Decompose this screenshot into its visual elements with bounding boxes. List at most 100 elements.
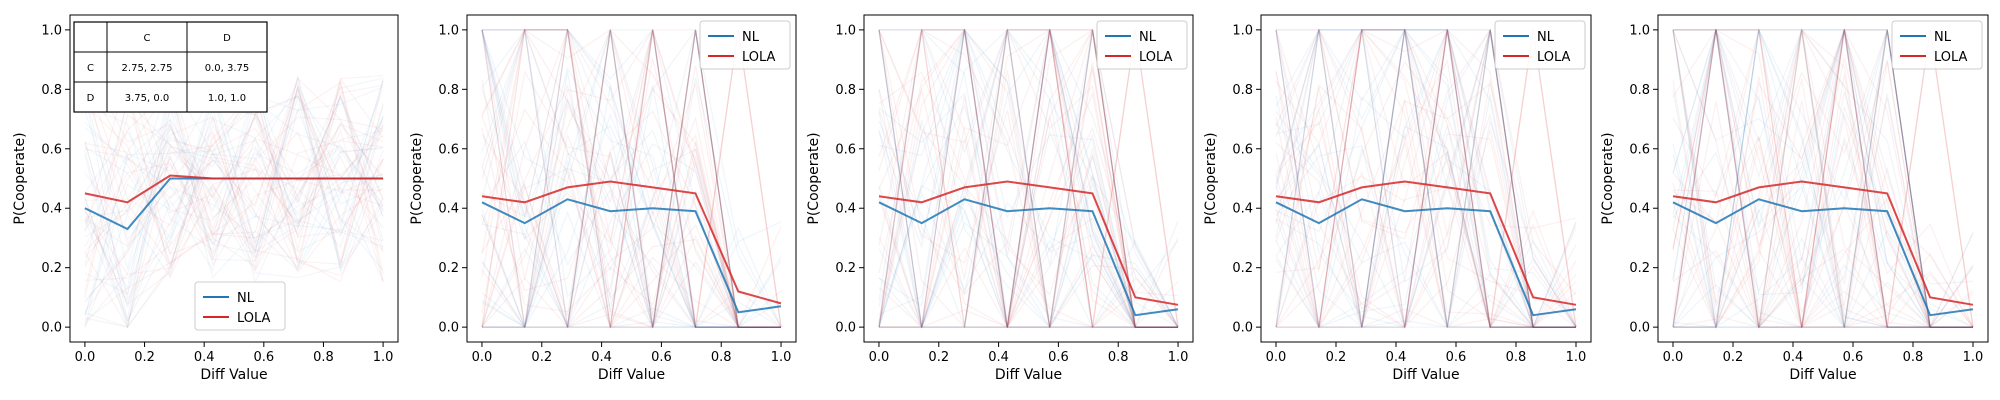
trial-line <box>481 110 781 328</box>
trial-line <box>481 112 781 328</box>
x-tick-label: 0.4 <box>1783 350 1804 365</box>
series-line-nl <box>878 198 1179 317</box>
trial-line <box>878 28 1179 295</box>
y-tick-label: 0.8 <box>835 83 856 98</box>
trial-line <box>878 27 1179 329</box>
trial-line <box>481 143 782 329</box>
trial-line <box>1673 29 1973 328</box>
x-tick-label: 1.0 <box>1168 350 1189 365</box>
panel-2: 0.0 0.0 0.2 0.2 0.4 0.4 0.6 0.6 0.8 0.8 1.0 1.0 Diff… <box>409 14 797 383</box>
y-tick-label: 1.0 <box>438 23 459 38</box>
trial-line <box>84 106 384 295</box>
axes-frame <box>1657 14 1989 343</box>
trial-line <box>1672 27 1973 329</box>
trial-line <box>481 29 781 328</box>
x-tick-label: 0.2 <box>134 350 155 365</box>
trial-line <box>1275 132 1576 329</box>
trial-line <box>1275 27 1577 329</box>
y-tick-label: 0.4 <box>835 202 856 217</box>
y-axis-label: P(Cooperate) <box>806 132 822 224</box>
trial-line <box>1275 29 1576 328</box>
trial-line <box>1275 29 1576 328</box>
x-axis-label: Diff Value <box>200 367 267 383</box>
trial-line <box>878 29 1178 328</box>
trial-line <box>84 81 384 290</box>
trial-line <box>84 85 384 282</box>
trial-line <box>84 127 384 279</box>
trial-line <box>84 86 384 270</box>
trial-line <box>878 28 1179 328</box>
trial-line <box>482 29 781 328</box>
trial-line <box>1275 29 1577 329</box>
trial-line <box>481 29 781 328</box>
trial-line <box>1275 28 1576 328</box>
trial-line <box>878 27 1179 328</box>
trial-line <box>1276 29 1577 328</box>
trial-line <box>1672 140 1974 329</box>
trial-line <box>878 29 1178 328</box>
trial-line <box>1275 27 1576 328</box>
trial-line <box>84 77 384 267</box>
trial-lines <box>878 27 1179 330</box>
trial-line <box>1672 29 1973 328</box>
trial-line <box>1672 27 1973 328</box>
trial-line <box>1275 29 1576 328</box>
trial-line <box>481 79 781 330</box>
trial-line <box>481 28 781 328</box>
trial-line <box>1275 28 1577 329</box>
trial-line <box>481 29 781 328</box>
trial-line <box>84 139 384 302</box>
trial-line <box>1275 29 1577 329</box>
x-tick-label: 0.2 <box>531 350 552 365</box>
trial-line <box>879 195 1178 329</box>
panel-4: 0.0 0.0 0.2 0.2 0.4 0.4 0.6 0.6 0.8 0.8 1.0 1.0 Diff… <box>1203 14 1592 383</box>
trial-line <box>1275 29 1577 328</box>
x-tick-label: 0.4 <box>591 350 612 365</box>
trial-line <box>84 103 384 283</box>
y-tick-label: 0.0 <box>41 321 62 336</box>
trial-line <box>878 29 1178 328</box>
trial-line <box>1672 29 1973 328</box>
x-axis-label: Diff Value <box>1392 367 1459 383</box>
trial-line <box>878 28 1178 328</box>
trial-line <box>1275 29 1576 328</box>
series-line-lola <box>84 174 384 204</box>
y-tick-label: 0.6 <box>835 142 856 157</box>
trial-line <box>481 134 781 328</box>
y-tick-label: 0.0 <box>438 321 459 336</box>
trial-line <box>1276 146 1577 328</box>
trial-line <box>1672 29 1974 328</box>
legend: NL LOLA <box>194 281 286 331</box>
trial-line <box>1672 29 1974 328</box>
trial-line <box>878 28 1178 330</box>
trial-line <box>878 132 1178 328</box>
trial-line <box>482 28 781 328</box>
y-tick-label: 0.6 <box>1232 142 1253 157</box>
trial-line <box>878 29 1179 328</box>
trial-line <box>481 29 781 329</box>
panel-5: 0.0 0.0 0.2 0.2 0.4 0.4 0.6 0.6 0.8 0.8 1.0 1.0 Diff… <box>1600 14 1989 383</box>
x-tick-label: 0.8 <box>1108 350 1129 365</box>
trial-line <box>1673 29 1973 328</box>
table-cell: 0.0, 3.75 <box>205 63 250 74</box>
trial-line <box>1672 29 1974 328</box>
x-tick-label: 0.0 <box>869 350 890 365</box>
trial-line <box>1672 29 1973 328</box>
trial-line <box>481 28 781 328</box>
x-axis-label: Diff Value <box>995 367 1062 383</box>
trial-line <box>84 115 384 238</box>
trial-line <box>1672 28 1973 330</box>
trial-line <box>84 154 384 306</box>
series-line-lola <box>878 180 1179 306</box>
trial-line <box>482 103 781 328</box>
trial-line <box>1275 60 1577 328</box>
trial-line <box>878 29 1178 328</box>
trial-line <box>84 87 384 267</box>
trial-line <box>84 74 384 254</box>
x-tick-label: 0.8 <box>1506 350 1527 365</box>
x-tick-label: 0.4 <box>194 350 215 365</box>
y-tick-label: 0.4 <box>438 202 459 217</box>
axes-frame <box>466 14 797 343</box>
trial-line <box>1672 28 1973 328</box>
trial-line <box>1276 29 1576 328</box>
